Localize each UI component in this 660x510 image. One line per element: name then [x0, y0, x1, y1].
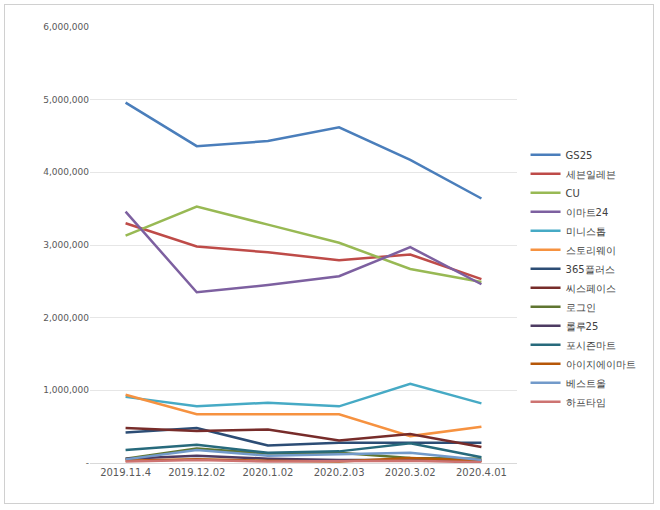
svg-text:아이지에이마트: 아이지에이마트: [566, 359, 636, 370]
svg-text:씨스페이스: 씨스페이스: [566, 283, 616, 294]
svg-text:롤루25: 롤루25: [566, 321, 599, 332]
svg-text:베스트올: 베스트올: [566, 378, 606, 389]
svg-text:스토리웨이: 스토리웨이: [566, 245, 616, 256]
svg-text:GS25: GS25: [566, 150, 593, 161]
svg-text:-: -: [86, 458, 89, 468]
svg-text:2020.2.03: 2020.2.03: [314, 467, 365, 478]
svg-text:6,000,000: 6,000,000: [43, 22, 89, 32]
svg-text:2020.3.02: 2020.3.02: [385, 467, 436, 478]
svg-text:2019.11.4: 2019.11.4: [100, 467, 151, 478]
svg-text:2019.12.02: 2019.12.02: [168, 467, 225, 478]
svg-text:4,000,000: 4,000,000: [43, 167, 89, 177]
svg-text:2020.1.02: 2020.1.02: [242, 467, 293, 478]
svg-text:2020.4.01: 2020.4.01: [456, 467, 507, 478]
svg-text:CU: CU: [566, 188, 580, 199]
svg-text:로그인: 로그인: [566, 302, 596, 313]
svg-text:하프타임: 하프타임: [566, 397, 606, 408]
svg-text:2,000,000: 2,000,000: [43, 313, 89, 323]
svg-text:1,000,000: 1,000,000: [43, 385, 89, 395]
svg-text:365플러스: 365플러스: [566, 264, 615, 275]
svg-text:포시즌마트: 포시즌마트: [566, 340, 616, 351]
svg-text:세븐일레븐: 세븐일레븐: [566, 169, 616, 180]
svg-text:미니스톱: 미니스톱: [566, 226, 606, 237]
svg-text:이마트24: 이마트24: [566, 207, 609, 218]
svg-text:5,000,000: 5,000,000: [43, 95, 89, 105]
svg-text:3,000,000: 3,000,000: [43, 240, 89, 250]
